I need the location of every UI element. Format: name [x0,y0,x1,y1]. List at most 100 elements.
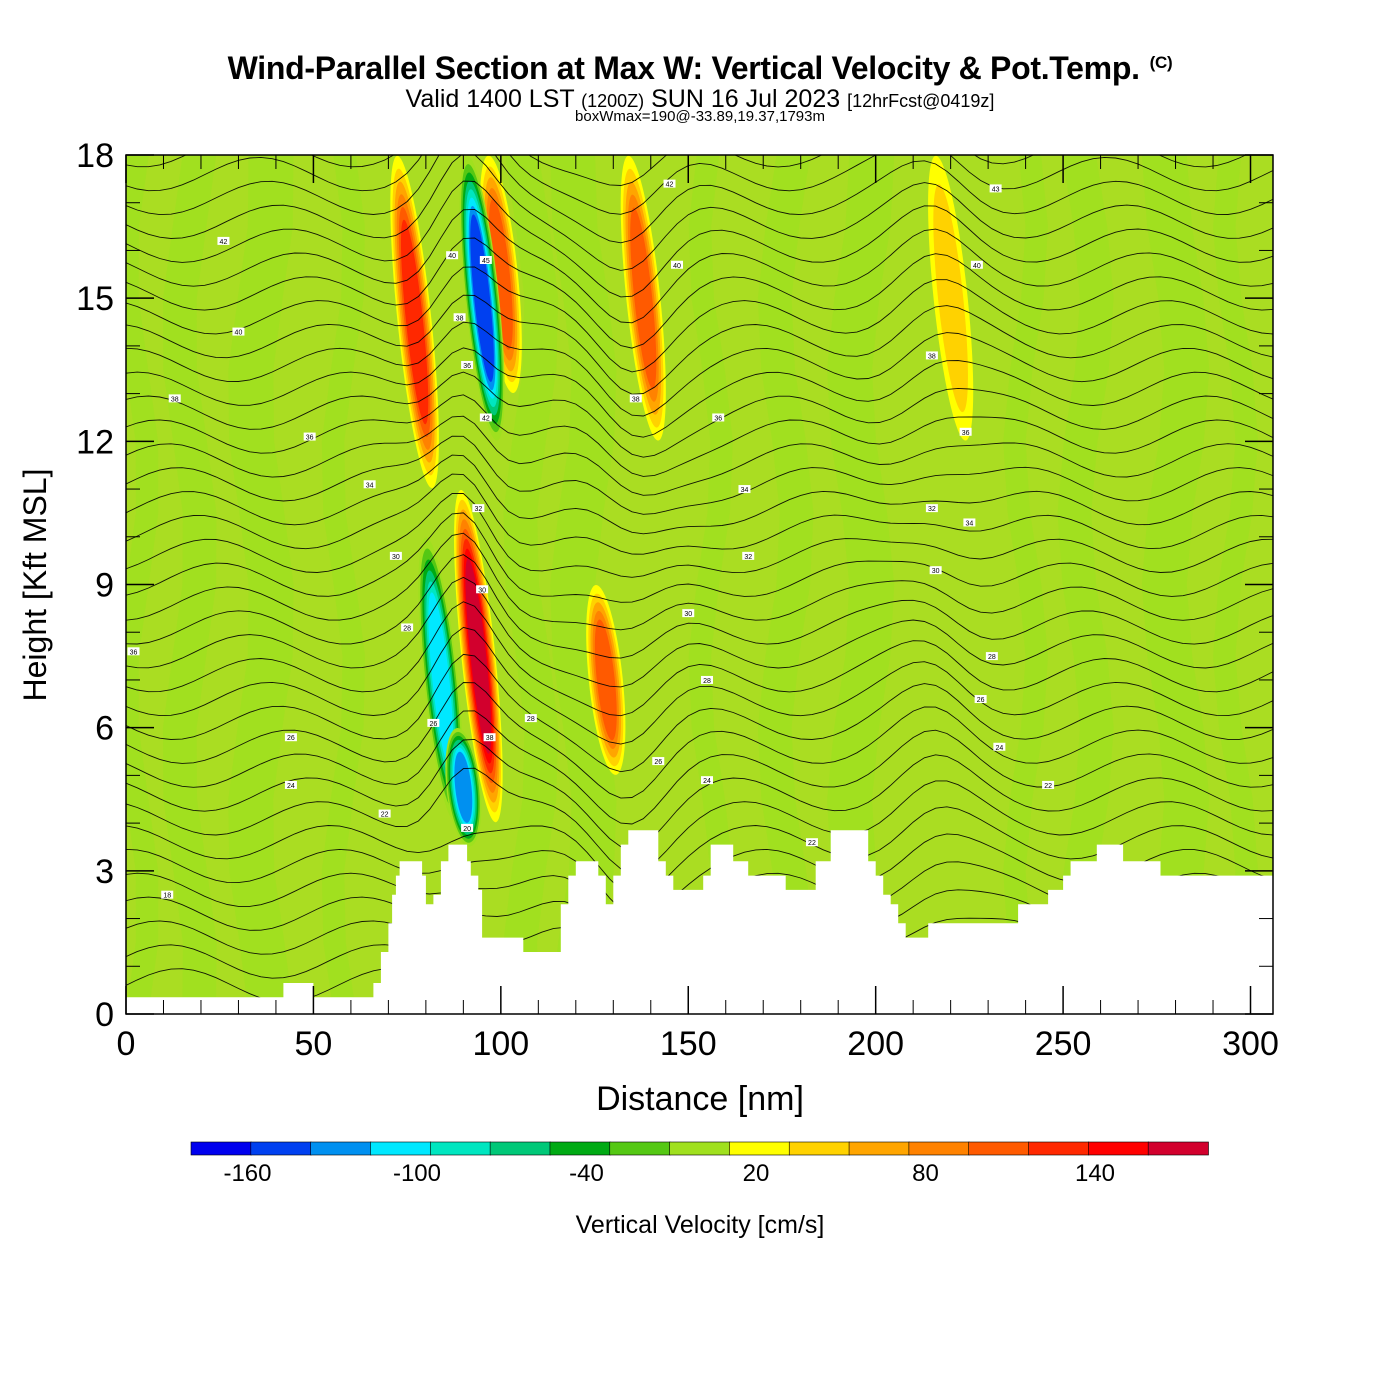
svg-text:28: 28 [403,625,411,632]
x-axis: 0 50 100 150 200 250 300 [117,155,1279,1063]
isentrope-label: 32 [742,551,755,561]
downdraft-core [470,214,494,382]
colorbar-swatch [190,1141,252,1156]
isentrope-label: 24 [700,776,713,785]
svg-text:28: 28 [703,678,711,685]
isentrope-label: 22 [378,809,391,819]
isentrope [126,321,1273,417]
x-axis-label: Distance [nm] [596,1080,804,1118]
valid-prefix: Valid 1400 LST [405,85,575,113]
isentrope-label: 36 [303,432,316,442]
colorbar-swatch [429,1141,491,1156]
x-tick-label: 50 [295,1025,333,1063]
colorbar-tick-label: 80 [912,1160,939,1187]
y-tick-label: 3 [95,853,114,891]
x-tick-label: 200 [847,1025,904,1063]
band-column [162,155,217,1014]
svg-text:36: 36 [714,415,722,422]
svg-text:38: 38 [928,353,936,360]
isentrope [126,738,1273,850]
isentrope-label: 42 [479,413,492,422]
isentrope [126,682,1273,799]
y-tick-label: 18 [76,137,114,175]
colorbar-swatch [968,1141,1030,1156]
colorbar-swatch [1147,1141,1209,1156]
band-column [550,155,617,1014]
band-column [503,155,559,1014]
isentrope [126,554,1273,659]
isentrope-label: 22 [805,838,818,847]
x-tick-label: 250 [1035,1025,1092,1063]
svg-text:24: 24 [287,783,295,790]
isentrope [126,180,1273,298]
y-tick-label: 12 [76,423,114,461]
colorbar-swatch [908,1141,970,1156]
isentrope [126,347,1273,438]
colorbar-swatch [489,1141,551,1156]
isentrope-label: 28 [524,714,537,723]
colorbar-swatch [370,1141,432,1156]
forecast-info: [12hrFcst@0419z] [847,91,995,111]
isentrope-label: 18 [161,890,174,900]
isentrope-label: 34 [738,485,751,494]
isentrope [126,294,1273,395]
isentrope-label: 32 [925,504,938,513]
band-column [827,155,895,1014]
updraft-core [465,558,492,754]
band-column [228,155,294,1014]
valid-utc: (1200Z) [581,91,645,111]
svg-text:28: 28 [527,716,535,723]
svg-text:32: 32 [474,506,482,513]
isentrope-label: 43 [989,184,1002,193]
colorbar-swatch [549,1141,611,1156]
isentrope-label: 22 [1042,780,1055,790]
isentrope-label: 40 [232,327,245,337]
isentrope [126,155,1273,271]
isentrope-label: 36 [959,427,972,437]
isentrope-label: 28 [401,623,414,632]
isentrope [126,806,1273,896]
isentrope-label: 40 [446,251,459,260]
isentrope-label: 42 [217,236,230,246]
isentrope [126,155,1247,186]
svg-text:28: 28 [988,654,996,661]
x-tick-label: 100 [472,1025,529,1063]
chart-title-text: Wind-Parallel Section at Max W: Vertical… [227,50,1140,86]
svg-text:34: 34 [965,520,973,527]
isentrope-label: 38 [629,394,642,403]
x-tick-label: 150 [660,1025,717,1063]
isentrope-label: 30 [476,585,489,594]
isentrope-label: 32 [472,504,485,513]
svg-text:20: 20 [463,826,471,833]
isentrope-label: 26 [284,733,297,742]
terrain-mask [126,830,1273,1014]
svg-text:32: 32 [928,506,936,513]
isentrope [126,493,1273,578]
isentrope-label: 28 [985,652,998,661]
svg-text:36: 36 [463,363,471,370]
isentrope-label: 40 [671,260,684,270]
downdraft-core [454,751,473,823]
colorbar-tick-label: 140 [1075,1160,1115,1187]
isentrope-label: 24 [993,742,1006,752]
svg-text:22: 22 [381,812,389,819]
x-tick-label: 0 [117,1025,136,1063]
isentrope [126,576,1273,688]
svg-text:40: 40 [973,263,981,270]
svg-text:42: 42 [220,239,228,246]
plot-area: 42 40 38 36 34 30 28 26 24 26 22 18 36 40 38 36 42 32 30 20… [126,155,1273,1014]
isentrope-label: 34 [963,518,976,527]
isentrope-label: 26 [652,757,665,766]
isentrope-label: 20 [461,823,474,833]
svg-text:42: 42 [666,182,674,189]
svg-text:22: 22 [808,840,816,847]
isentrope-label: 40 [970,260,983,270]
colorbar-tick-label: -160 [223,1160,271,1187]
colorbar-swatch [1088,1141,1149,1156]
isentrope [126,653,1273,773]
colorbar-tick-label: -100 [393,1160,441,1187]
isentrope-label: 34 [363,480,376,489]
isentrope [126,237,1273,349]
colorbar-swatch [669,1141,731,1156]
